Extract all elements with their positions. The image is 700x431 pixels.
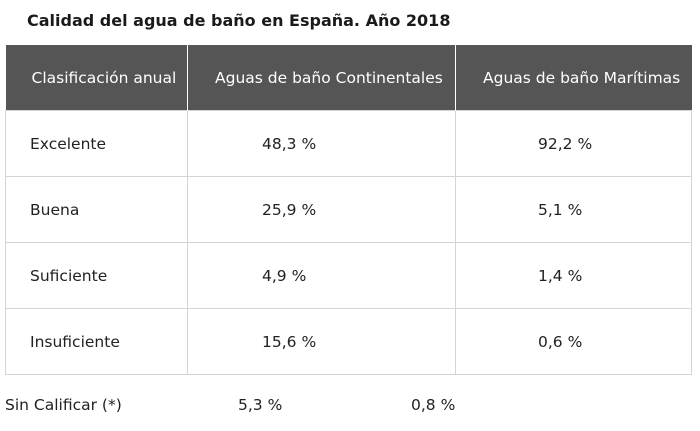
row-label: Excelente <box>5 110 188 177</box>
footer-maritime-value: 0,8 % <box>411 396 456 414</box>
maritime-value: 92,2 % <box>455 110 692 177</box>
water-quality-table: Clasificación anual Aguas de baño Contin… <box>5 45 692 375</box>
continental-value: 48,3 % <box>187 110 456 177</box>
row-label: Insuficiente <box>5 308 188 375</box>
table-row: Suficiente 4,9 % 1,4 % <box>5 242 692 309</box>
table-row: Insuficiente 15,6 % 0,6 % <box>5 308 692 375</box>
maritime-value: 1,4 % <box>455 242 692 309</box>
continental-value: 15,6 % <box>187 308 456 375</box>
continental-value: 25,9 % <box>187 176 456 243</box>
table-row: Buena 25,9 % 5,1 % <box>5 176 692 243</box>
header-continentales: Aguas de baño Continentales <box>187 45 456 111</box>
footer-label: Sin Calificar (*) <box>5 396 122 414</box>
maritime-value: 5,1 % <box>455 176 692 243</box>
header-row: Clasificación anual Aguas de baño Contin… <box>5 45 692 111</box>
maritime-value: 0,6 % <box>455 308 692 375</box>
footer-continental-value: 5,3 % <box>238 396 283 414</box>
header-maritimas: Aguas de baño Marítimas <box>455 45 692 111</box>
row-label: Suficiente <box>5 242 188 309</box>
header-clasificacion: Clasificación anual <box>5 45 188 111</box>
continental-value: 4,9 % <box>187 242 456 309</box>
row-label: Buena <box>5 176 188 243</box>
table-title: Calidad del agua de baño en España. Año … <box>27 11 451 30</box>
table-row: Excelente 48,3 % 92,2 % <box>5 110 692 177</box>
